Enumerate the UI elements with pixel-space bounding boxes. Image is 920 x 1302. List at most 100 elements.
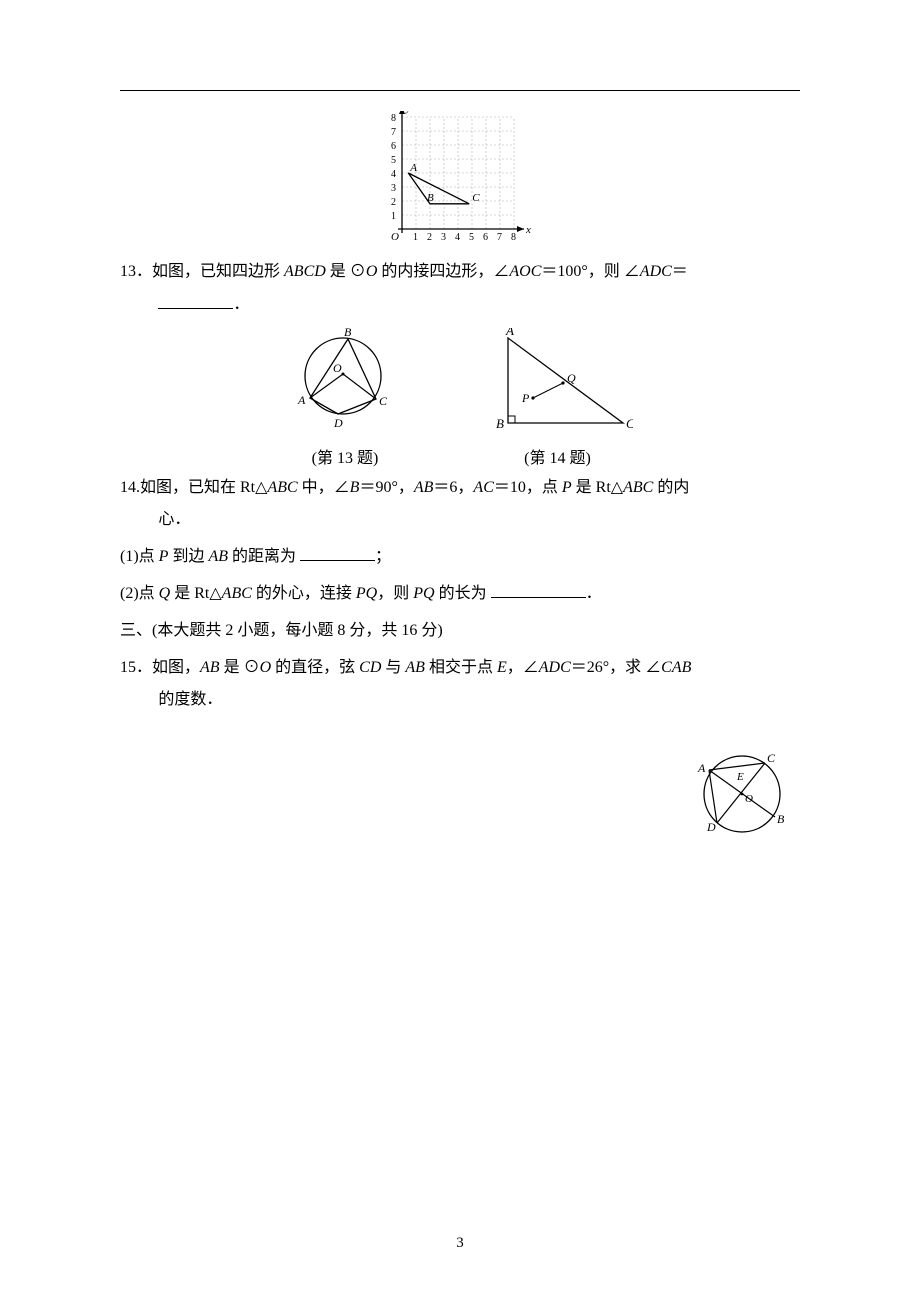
q15-ADC: ADC [539, 659, 571, 676]
q13-aoc: AOC [509, 263, 541, 280]
q14-f: 是 Rt△ [572, 479, 623, 496]
svg-text:C: C [626, 416, 633, 431]
fig-row-13-14: A B C D O (第 13 题) A B C P Q (第 14 题) [120, 328, 800, 468]
q13-eq: ＝100°，则 ∠ [541, 263, 639, 280]
svg-text:B: B [344, 328, 352, 339]
svg-text:7: 7 [391, 127, 396, 138]
fig15-wrap: ABCDEO [120, 747, 800, 842]
q14p1-AB: AB [208, 548, 228, 565]
q14-B: B [350, 479, 360, 496]
fig-15-svg: ABCDEO [695, 747, 790, 842]
q13-adc: ADC [640, 263, 672, 280]
svg-text:C: C [379, 394, 388, 408]
q14-AB: AB [414, 479, 434, 496]
fig14-col: A B C P Q (第 14 题) [483, 328, 633, 468]
svg-text:2: 2 [427, 232, 432, 241]
svg-text:Q: Q [567, 371, 576, 385]
q14-d: ＝6， [433, 479, 473, 496]
svg-text:C: C [767, 751, 776, 765]
q15-CD: CD [359, 659, 381, 676]
q14p2-a: (2)点 [120, 585, 159, 602]
svg-text:O: O [391, 231, 399, 241]
q14p2-PQ: PQ [356, 585, 377, 602]
fig-14-svg: A B C P Q [483, 328, 633, 438]
q13-t1: 13．如图，已知四边形 [120, 263, 284, 280]
svg-text:P: P [521, 391, 530, 405]
svg-text:A: A [505, 328, 514, 338]
q14p2-d: ，则 [377, 585, 413, 602]
svg-text:4: 4 [391, 169, 396, 180]
q14p1-d: ； [375, 548, 391, 565]
svg-text:2: 2 [391, 197, 396, 208]
fig13-caption: (第 13 题) [312, 444, 379, 468]
fig14-caption: (第 14 题) [524, 444, 591, 468]
q14-e: ＝10，点 [494, 479, 562, 496]
svg-text:3: 3 [391, 183, 396, 194]
q14: 14.如图，已知在 Rt△ABC 中，∠B＝90°，AB＝6，AC＝10，点 P… [120, 472, 800, 538]
q14-abc: ABC [267, 479, 297, 496]
q14p2-abc: ABC [222, 585, 252, 602]
q13-t2: 是 ⊙ [326, 263, 366, 280]
svg-text:O: O [745, 793, 753, 805]
q15-f: ，∠ [507, 659, 539, 676]
q15-c: 的直径，弦 [271, 659, 359, 676]
svg-text:A: A [697, 761, 706, 775]
q14p2-PQ2: PQ [413, 585, 434, 602]
q14p1-P: P [159, 548, 169, 565]
q15-b: 是 ⊙ [220, 659, 260, 676]
q14p2-f: ． [586, 585, 602, 602]
q15-a: 15．如图， [120, 659, 200, 676]
q14p2-blank [491, 582, 586, 598]
q14p1-c: 的距离为 [228, 548, 300, 565]
q15-AB2: AB [405, 659, 425, 676]
svg-text:A: A [409, 162, 417, 174]
svg-text:7: 7 [497, 232, 502, 241]
q14-c: ＝90°， [359, 479, 413, 496]
svg-text:O: O [333, 361, 342, 375]
svg-text:6: 6 [391, 141, 396, 152]
q13: 13．如图，已知四边形 ABCD 是 ⊙O 的内接四边形，∠AOC＝100°，则… [120, 256, 800, 322]
q14-g: 的内 [653, 479, 689, 496]
q14p2-Q: Q [159, 585, 171, 602]
svg-text:y: y [405, 111, 411, 114]
svg-text:8: 8 [391, 113, 396, 124]
svg-text:3: 3 [441, 232, 446, 241]
section3: 三、(本大题共 2 小题，每小题 8 分，共 16 分) [120, 615, 800, 648]
svg-text:8: 8 [511, 232, 516, 241]
q15-e: 相交于点 [425, 659, 497, 676]
q14p2-e: 的长为 [435, 585, 491, 602]
q15-cont: 的度数． [120, 684, 800, 717]
q14-cont: 心． [120, 504, 800, 537]
q15: 15．如图，AB 是 ⊙O 的直径，弦 CD 与 AB 相交于点 E，∠ADC＝… [120, 652, 800, 718]
q14-a: 14.如图，已知在 Rt△ [120, 479, 267, 496]
q14-AC: AC [473, 479, 493, 496]
q14p1-blank [300, 545, 375, 561]
svg-text:1: 1 [391, 211, 396, 222]
q14-part2: (2)点 Q 是 Rt△ABC 的外心，连接 PQ，则 PQ 的长为 ． [120, 578, 800, 611]
svg-text:C: C [472, 192, 480, 204]
q13-abcd: ABCD [284, 263, 326, 280]
q14p2-b: 是 Rt△ [170, 585, 221, 602]
page-number: 3 [0, 1235, 920, 1252]
q15-O: O [260, 659, 272, 676]
fig-12-block: 1234567812345678OxyABC [120, 111, 800, 246]
svg-text:D: D [706, 820, 716, 834]
svg-text:B: B [777, 812, 785, 826]
top-rule [120, 90, 800, 91]
svg-text:A: A [297, 393, 306, 407]
svg-text:B: B [427, 192, 434, 204]
svg-text:5: 5 [391, 155, 396, 166]
q13-O: O [366, 263, 378, 280]
svg-text:4: 4 [455, 232, 460, 241]
svg-text:D: D [333, 416, 343, 430]
q15-g: ＝26°，求 ∠ [571, 659, 661, 676]
q14-part1: (1)点 P 到边 AB 的距离为 ； [120, 541, 800, 574]
fig-12-svg: 1234567812345678OxyABC [380, 111, 540, 241]
exam-page: 1234567812345678OxyABC 13．如图，已知四边形 ABCD … [0, 0, 920, 1302]
q14-abc2: ABC [623, 479, 653, 496]
q14-P: P [562, 479, 572, 496]
q14p1-b: 到边 [168, 548, 208, 565]
svg-text:B: B [496, 416, 504, 431]
q15-E: E [497, 659, 507, 676]
svg-text:6: 6 [483, 232, 488, 241]
